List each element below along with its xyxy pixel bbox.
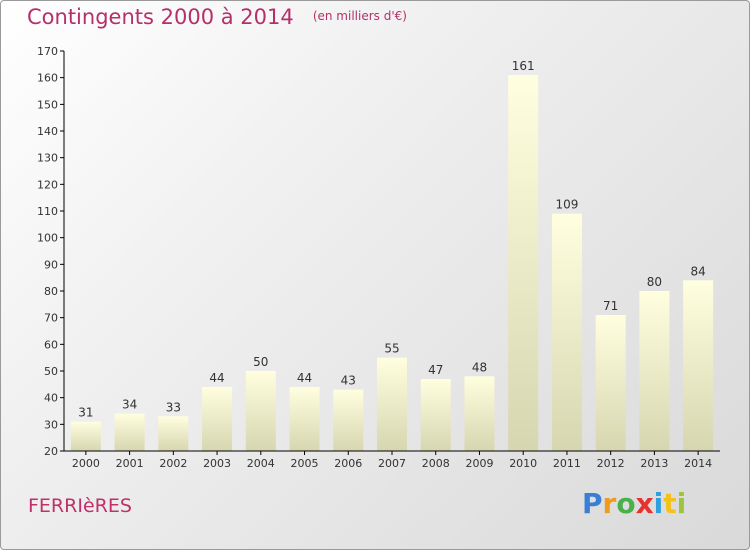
x-tick-label: 2011 [553,457,581,470]
value-label: 80 [647,275,662,289]
y-tick-label: 90 [44,258,58,271]
x-tick-label: 2005 [291,457,319,470]
bar-2000 [70,421,101,451]
value-label: 161 [512,59,535,73]
x-tick-label: 2013 [640,457,668,470]
y-tick-label: 30 [44,418,58,431]
y-tick-label: 150 [37,98,58,111]
logo-letter: i [676,487,687,520]
value-label: 71 [603,299,618,313]
logo-letter: o [616,487,636,520]
y-tick-label: 140 [37,125,58,138]
x-tick-label: 2006 [334,457,362,470]
y-tick-label: 70 [44,312,58,325]
bar-2013 [639,291,670,451]
y-tick-label: 110 [37,205,58,218]
bar-2006 [333,389,364,451]
bar-2009 [464,376,495,451]
y-tick-label: 80 [44,285,58,298]
title-row: Contingents 2000 à 2014 (en milliers d'€… [27,5,407,29]
y-tick-label: 60 [44,338,58,351]
bar-2001 [114,413,145,451]
y-tick-label: 160 [37,72,58,85]
bar-2007 [377,357,407,451]
bar-2008 [420,379,451,451]
y-tick-label: 170 [37,45,58,58]
logo-letter: r [602,487,617,520]
value-label: 31 [78,406,93,420]
chart-subtitle: (en milliers d'€) [312,9,407,23]
x-tick-label: 2000 [72,457,100,470]
x-tick-label: 2007 [378,457,406,470]
bar-2012 [595,315,626,451]
bar-2011 [551,213,582,451]
x-tick-label: 2001 [116,457,144,470]
y-tick-label: 130 [37,152,58,165]
x-tick-label: 2009 [465,457,493,470]
x-tick-label: 2012 [597,457,625,470]
y-tick-label: 40 [44,392,58,405]
value-label: 34 [122,398,137,412]
x-tick-label: 2014 [684,457,712,470]
value-label: 50 [253,355,268,369]
logo-letter: P [582,487,603,520]
proxiti-logo: Proxiti [582,487,686,520]
bars-group: 31 34 33 44 50 44 43 55 47 48 161 109 71 80 84 [70,59,714,451]
value-label: 43 [341,374,356,388]
logo-letter: x [635,487,654,520]
y-tick-label: 100 [37,232,58,245]
chart-title: Contingents 2000 à 2014 [27,5,294,29]
y-tick-label: 120 [37,178,58,191]
x-tick-label: 2002 [159,457,187,470]
value-label: 55 [384,342,399,356]
value-label: 84 [690,264,705,278]
y-tick-label: 50 [44,365,58,378]
logo-letter: i [653,487,664,520]
bar-2002 [158,416,189,451]
x-tick-label: 2008 [422,457,450,470]
bar-2010 [508,75,539,451]
logo-letter: t [663,487,677,520]
y-tick-label: 20 [44,445,58,458]
x-tick-label: 2003 [203,457,231,470]
value-label: 33 [166,400,181,414]
bar-2005 [289,387,320,451]
x-tick-label: 2010 [509,457,537,470]
value-label: 109 [555,198,578,212]
bar-2003 [202,387,233,451]
commune-name: FERRIèRES [28,495,132,517]
bar-2014 [683,280,714,451]
value-label: 47 [428,363,443,377]
value-label: 44 [209,371,224,385]
value-label: 48 [472,360,487,374]
x-tick-label: 2004 [247,457,275,470]
axes-group: 2000 2001 2002 2003 2004 2005 2006 2007 2008 2009… [37,45,720,470]
value-label: 44 [297,371,312,385]
bar-2004 [245,371,276,451]
